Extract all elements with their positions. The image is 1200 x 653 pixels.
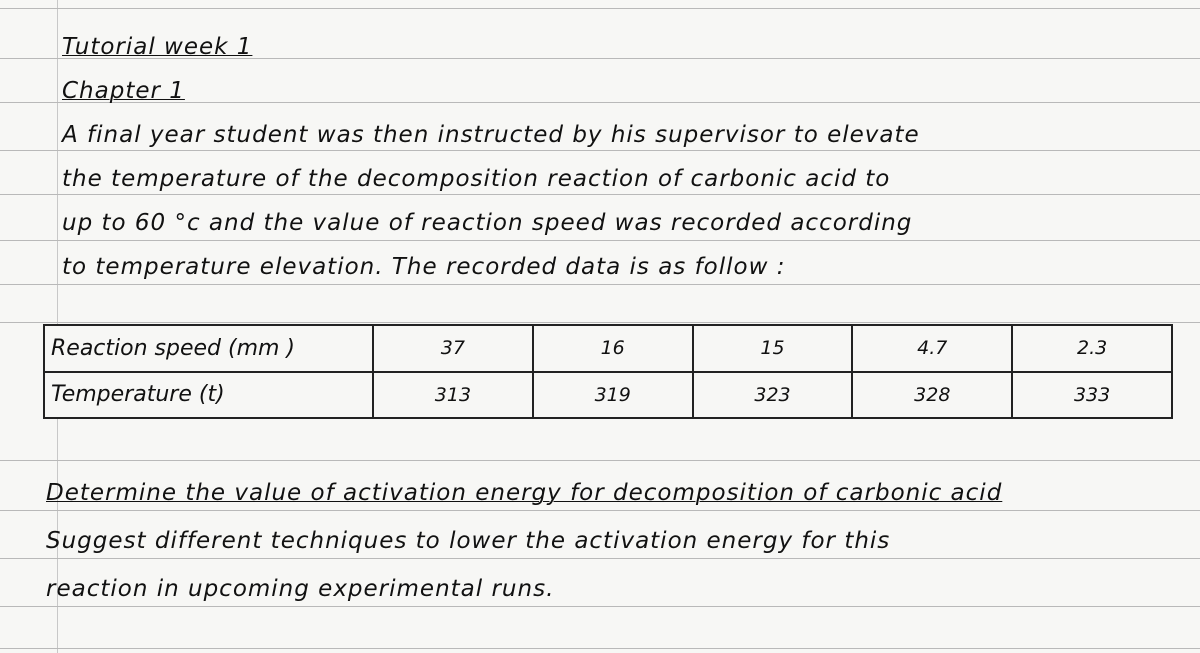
cell: 319	[531, 370, 694, 419]
cell: 333	[1011, 370, 1173, 419]
ruled-line	[0, 150, 1200, 151]
ruled-line	[0, 460, 1200, 461]
ruled-line	[0, 284, 1200, 285]
ruled-line	[0, 8, 1200, 9]
ruled-line	[0, 240, 1200, 241]
row-header: Temperature (t)	[43, 370, 374, 419]
paragraph-line: to temperature elevation. The recorded d…	[62, 254, 786, 280]
chapter: Chapter 1	[62, 78, 185, 104]
cell: 313	[372, 370, 534, 419]
cell: 328	[851, 370, 1014, 419]
ruled-line	[0, 322, 1200, 323]
table-row: Temperature (t) 313 319 323 328 333	[43, 370, 1173, 419]
ruled-line	[0, 102, 1200, 103]
ruled-line	[0, 606, 1200, 607]
question-line: reaction in upcoming experimental runs.	[46, 576, 555, 602]
paragraph-line: A final year student was then instructed…	[62, 122, 920, 148]
data-table: Reaction speed (mm ) 37 16 15 4.7 2.3 Te…	[43, 324, 1173, 419]
title: Tutorial week 1	[62, 34, 253, 60]
cell: 2.3	[1011, 324, 1173, 373]
cell: 15	[691, 324, 854, 373]
paragraph-line: up to 60 °c and the value of reaction sp…	[62, 210, 913, 236]
ruled-line	[0, 510, 1200, 511]
ruled-line	[0, 648, 1200, 649]
paragraph-line: the temperature of the decomposition rea…	[62, 166, 891, 192]
cell: 323	[691, 370, 854, 419]
ruled-line	[0, 58, 1200, 59]
cell: 16	[531, 324, 694, 373]
cell: 4.7	[851, 324, 1014, 373]
row-header: Reaction speed (mm )	[43, 324, 374, 373]
cell: 37	[372, 324, 534, 373]
ruled-line	[0, 194, 1200, 195]
question-line: Suggest different techniques to lower th…	[46, 528, 891, 554]
question-line: Determine the value of activation energy…	[46, 480, 1003, 506]
ruled-line	[0, 558, 1200, 559]
table-row: Reaction speed (mm ) 37 16 15 4.7 2.3	[43, 324, 1173, 373]
